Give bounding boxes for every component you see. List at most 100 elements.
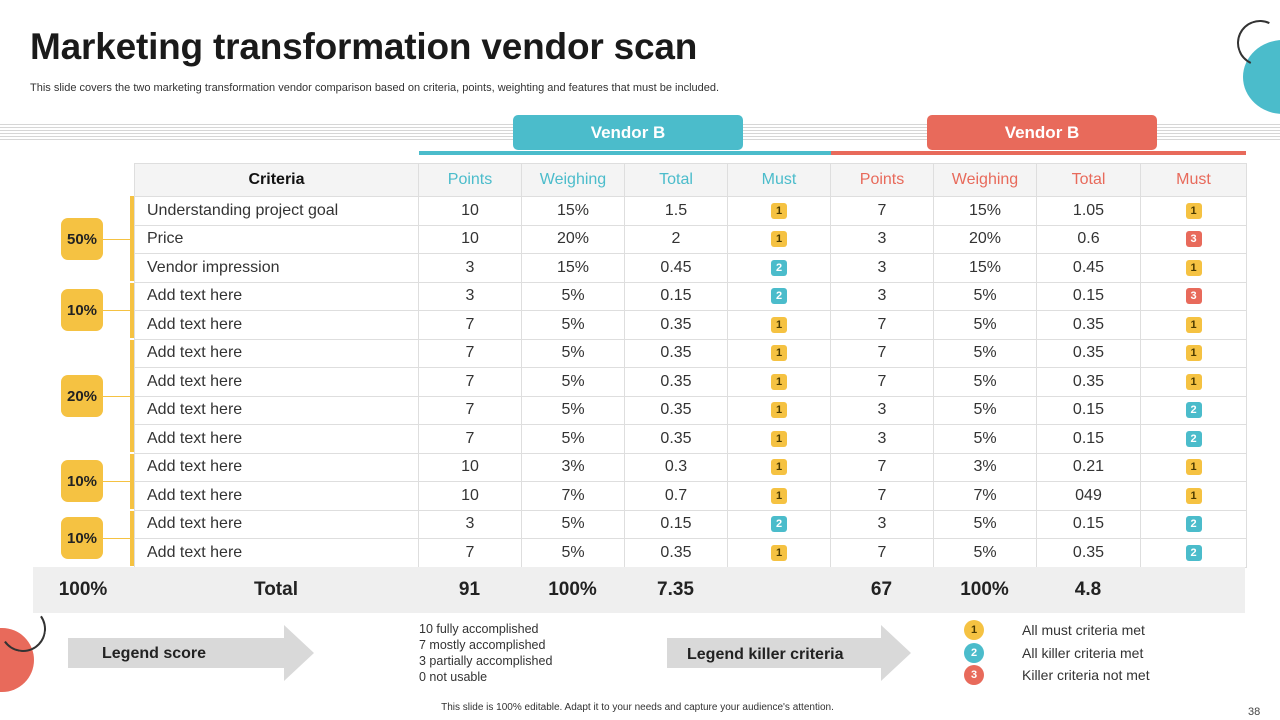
- vendor-b-header: Vendor B: [927, 115, 1157, 150]
- vendor-a-points-cell: 3: [418, 281, 522, 311]
- vendor-a-points-cell: 3: [418, 253, 522, 283]
- vendor-b-weighing-cell: 7%: [933, 481, 1037, 511]
- vendor-a-points-cell: 7: [418, 424, 522, 454]
- table-row: Add text here 3 5% 0.15 2 3 5% 0.15 2: [134, 509, 1247, 539]
- slide-title: Marketing transformation vendor scan: [30, 26, 698, 67]
- vendor-b-weighing-cell: 5%: [933, 509, 1037, 539]
- slide-footer: This slide is 100% editable. Adapt it to…: [0, 702, 1280, 713]
- vendor-a-weighing-cell: 7%: [521, 481, 625, 511]
- vendor-b-points-cell: 7: [830, 196, 934, 226]
- vendor-b-weighing-header: Weighing: [933, 163, 1037, 197]
- criteria-cell: Add text here: [134, 338, 419, 368]
- must-badge: 1: [771, 373, 787, 390]
- vendor-a-points-cell: 7: [418, 538, 522, 568]
- vendor-b-points-cell: 7: [830, 310, 934, 340]
- vendor-b-total-points: 67: [870, 579, 893, 600]
- group-bar: [130, 283, 134, 338]
- vendor-a-must-cell: 1: [727, 424, 831, 454]
- vendor-b-total-cell: 0.15: [1036, 395, 1141, 425]
- vendor-b-must-cell: 2: [1140, 424, 1247, 454]
- vendor-a-weighing-cell: 5%: [521, 367, 625, 397]
- group-weight-badge: 20%: [61, 375, 103, 417]
- must-badge: 1: [1185, 316, 1202, 333]
- vendor-a-points-cell: 3: [418, 509, 522, 539]
- table-row: Add text here 7 5% 0.35 1 7 5% 0.35 1: [134, 367, 1247, 397]
- vendor-b-points-cell: 3: [830, 395, 934, 425]
- group-bar: [130, 196, 134, 281]
- group-weight-badge: 10%: [61, 289, 103, 331]
- legend-score-label: Legend score: [102, 645, 207, 662]
- vendor-a-total-cell: 0.15: [624, 509, 728, 539]
- criteria-cell: Add text here: [134, 367, 419, 397]
- criteria-cell: Add text here: [134, 395, 419, 425]
- criteria-cell: Add text here: [134, 310, 419, 340]
- vendor-b-must-cell: 3: [1140, 281, 1247, 311]
- vendor-b-must-cell: 1: [1140, 310, 1247, 340]
- must-badge: 2: [1185, 544, 1202, 561]
- vendor-a-must-cell: 2: [727, 253, 831, 283]
- group-weight-badge: 50%: [61, 218, 103, 260]
- must-badge: 1: [1185, 345, 1202, 362]
- criteria-cell: Add text here: [134, 452, 419, 482]
- vendor-b-points-cell: 3: [830, 424, 934, 454]
- vendor-a-weighing-cell: 15%: [521, 253, 625, 283]
- vendor-a-points-cell: 7: [418, 395, 522, 425]
- table-row: Add text here 10 3% 0.3 1 7 3% 0.21 1: [134, 452, 1247, 482]
- group-bar: [130, 511, 134, 566]
- vendor-a-total-cell: 0.35: [624, 395, 728, 425]
- vendor-a-must-cell: 1: [727, 338, 831, 368]
- must-badge: 1: [1185, 202, 1202, 219]
- vendor-b-weighing-cell: 5%: [933, 367, 1037, 397]
- vendor-a-total-cell: 0.45: [624, 253, 728, 283]
- vendor-b-must-header: Must: [1140, 163, 1247, 197]
- vendor-b-points-cell: 3: [830, 281, 934, 311]
- vendor-a-weighing-cell: 5%: [521, 310, 625, 340]
- total-percent: 100%: [58, 579, 108, 600]
- vendor-a-must-cell: 2: [727, 509, 831, 539]
- killer-legend-item: 1 All must criteria met: [964, 620, 1145, 640]
- vendor-a-total-cell: 0.35: [624, 538, 728, 568]
- vendor-b-points-cell: 7: [830, 538, 934, 568]
- vendor-b-total-header: Total: [1036, 163, 1141, 197]
- vendor-b-must-cell: 2: [1140, 395, 1247, 425]
- vendor-a-total-header: Total: [624, 163, 728, 197]
- must-badge: 1: [771, 402, 787, 419]
- legend-score-list: 10 fully accomplished 7 mostly accomplis…: [419, 621, 552, 685]
- legend-score-line: 0 not usable: [419, 670, 488, 684]
- vendor-a-total-score: 7.35: [657, 579, 694, 600]
- killer-legend-text: All killer criteria met: [1022, 645, 1144, 661]
- vendor-a-weighing-cell: 5%: [521, 538, 625, 568]
- vendor-b-total-cell: 1.05: [1036, 196, 1141, 226]
- vendor-b-weighing-cell: 5%: [933, 395, 1037, 425]
- legend-score-line: 7 mostly accomplished: [419, 638, 546, 652]
- vendor-b-underline: [831, 151, 1246, 155]
- vendor-a-underline: [419, 151, 831, 155]
- must-badge: 1: [771, 459, 787, 476]
- must-badge: 2: [771, 288, 787, 305]
- vendor-a-weighing-cell: 3%: [521, 452, 625, 482]
- vendor-a-points-cell: 10: [418, 481, 522, 511]
- vendor-b-points-cell: 7: [830, 338, 934, 368]
- vendor-b-must-cell: 1: [1140, 367, 1247, 397]
- vendor-a-weighing-cell: 5%: [521, 281, 625, 311]
- legend-killer-arrow: [667, 625, 911, 681]
- vendor-a-weighing-cell: 5%: [521, 395, 625, 425]
- group-connector: [103, 239, 131, 240]
- vendor-a-total-cell: 2: [624, 224, 728, 254]
- vendor-b-weighing-cell: 5%: [933, 281, 1037, 311]
- vendor-b-total-cell: 0.21: [1036, 452, 1141, 482]
- must-badge: 1: [771, 487, 787, 504]
- vendor-b-total-cell: 0.15: [1036, 424, 1141, 454]
- must-badge: 1: [1185, 459, 1202, 476]
- must-badge: 1: [771, 345, 787, 362]
- vendor-a-weighing-cell: 5%: [521, 338, 625, 368]
- vendor-b-weighing-cell: 5%: [933, 538, 1037, 568]
- criteria-cell: Vendor impression: [134, 253, 419, 283]
- must-badge: 1: [1185, 487, 1202, 504]
- legend-score-line: 10 fully accomplished: [419, 622, 539, 636]
- table-row: Understanding project goal 10 15% 1.5 1 7 15% 1…: [134, 196, 1247, 226]
- vendor-a-total-weighing: 100%: [548, 579, 597, 600]
- vendor-a-weighing-cell: 5%: [521, 424, 625, 454]
- killer-legend-text: Killer criteria not met: [1022, 667, 1150, 683]
- must-badge: 1: [771, 316, 787, 333]
